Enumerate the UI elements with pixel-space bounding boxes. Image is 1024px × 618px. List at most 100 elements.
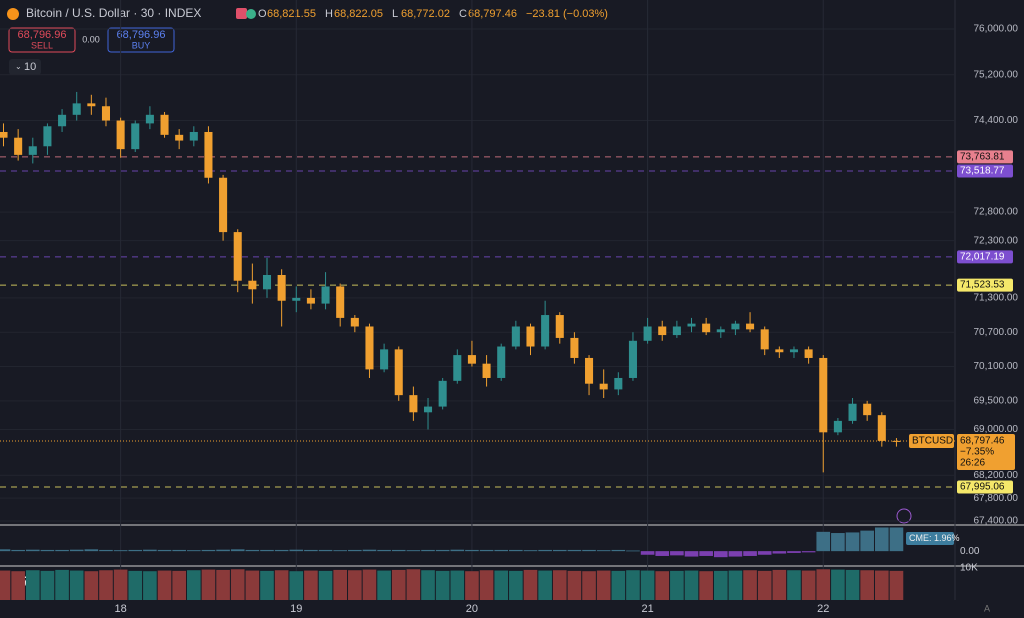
volume-bar [274, 570, 289, 600]
candle-body [628, 340, 637, 378]
cme-bar [84, 549, 99, 552]
buy-price: 68,796.96 [117, 29, 166, 41]
candle-body [58, 114, 67, 127]
buy-button[interactable] [107, 27, 175, 53]
volume-bar [84, 571, 99, 600]
cme-bar [611, 549, 626, 552]
symbol-tag [909, 434, 954, 449]
cme-bar [260, 549, 274, 552]
candle-body [321, 286, 330, 304]
cme-bar [640, 551, 655, 555]
event-icon[interactable] [896, 508, 912, 524]
candle-body [643, 326, 652, 341]
cme-bar [0, 549, 11, 552]
level-label: 72,017.19 [960, 251, 1005, 262]
volume-bar [128, 570, 143, 600]
cme-bar [801, 551, 816, 553]
cme-bar [230, 549, 245, 552]
symbol-label: BTCUSD [912, 436, 953, 447]
x-tick-label: 19 [290, 603, 302, 615]
cme-bar [699, 551, 713, 556]
candle-body [877, 415, 886, 441]
candle-body [570, 337, 579, 358]
volume-bar [655, 571, 670, 600]
level-label: 73,763.81 [960, 152, 1005, 163]
candle-body [365, 326, 374, 370]
volume-bar [201, 569, 216, 600]
cme-bar [186, 550, 201, 552]
ohlc-value: 68,822.05 [334, 8, 383, 20]
volume-bar [816, 569, 831, 600]
cme-bar [509, 549, 523, 552]
auto-scale-button[interactable]: A [984, 603, 990, 613]
cme-bar [216, 549, 230, 552]
level-tag [957, 164, 1013, 178]
cme-bar [274, 549, 289, 552]
cme-bar [391, 549, 406, 552]
ohlc-key: L [392, 8, 398, 20]
volume-bar [509, 570, 523, 600]
spread: 0.00 [82, 34, 100, 44]
candle-body [511, 326, 520, 347]
volume-bar [362, 569, 377, 600]
volume-bar [465, 571, 479, 600]
ohlc-change: −23.81 (−0.03%) [526, 8, 608, 20]
candle-body [394, 349, 403, 396]
ohlc-value: 68,797.46 [468, 8, 517, 20]
volume-bar [216, 569, 230, 600]
candle-body [306, 297, 315, 304]
cme-bar [128, 549, 143, 552]
flag-icon[interactable] [236, 8, 247, 19]
y-tick-label: 75,200.00 [974, 69, 1019, 80]
cme-bar [406, 550, 421, 552]
x-tick-label: 22 [817, 603, 829, 615]
candle-body [892, 440, 901, 442]
cme-bar [582, 549, 596, 552]
volume-bar [11, 571, 25, 600]
candle-body [599, 383, 608, 390]
volume-bar [318, 570, 333, 600]
candle-body [687, 323, 696, 327]
candle-body [819, 357, 828, 433]
y-tick-label: 76,000.00 [974, 24, 1019, 35]
candle-body [189, 131, 198, 141]
cme-bar [816, 531, 831, 552]
cme-bar [450, 549, 465, 552]
cme-bar [25, 549, 40, 552]
volume-bar [157, 570, 172, 600]
volume-bar [25, 570, 40, 600]
cme-bar [362, 549, 377, 552]
candle-body [409, 395, 418, 413]
y-tick-label: 72,800.00 [974, 207, 1019, 218]
volume-bar [69, 570, 84, 600]
candle-body [87, 103, 96, 107]
cme-bar [435, 549, 450, 552]
cme-bar [289, 549, 304, 552]
cme-bar [318, 549, 333, 552]
cme-bar [11, 549, 25, 552]
candle-body [72, 103, 81, 115]
candle-body [262, 275, 272, 290]
price-label: 68,797.46 [960, 436, 1005, 447]
ohlc-value: 68,772.02 [401, 8, 450, 20]
cme-bar [348, 549, 362, 552]
volume-bar [55, 569, 69, 600]
candle-body [497, 346, 506, 378]
y-tick-label: 68,200.00 [974, 470, 1019, 481]
volume-bar [245, 570, 260, 600]
candle-body [804, 349, 813, 358]
cme-bar [860, 530, 874, 552]
sell-button[interactable] [8, 27, 76, 53]
volume-bar [143, 571, 157, 600]
indicator-toggle[interactable] [9, 59, 41, 75]
volume-bar [391, 569, 406, 600]
candle-body [380, 349, 389, 370]
volume-bar [611, 570, 626, 600]
cme-bar [772, 551, 787, 554]
y-tick-label: 74,400.00 [974, 115, 1019, 126]
volume-bar [772, 569, 787, 600]
cme-label: CME: 1.96% [909, 533, 960, 543]
cme-bar [889, 527, 904, 552]
candle-body [746, 323, 755, 330]
candle-body [0, 131, 8, 138]
